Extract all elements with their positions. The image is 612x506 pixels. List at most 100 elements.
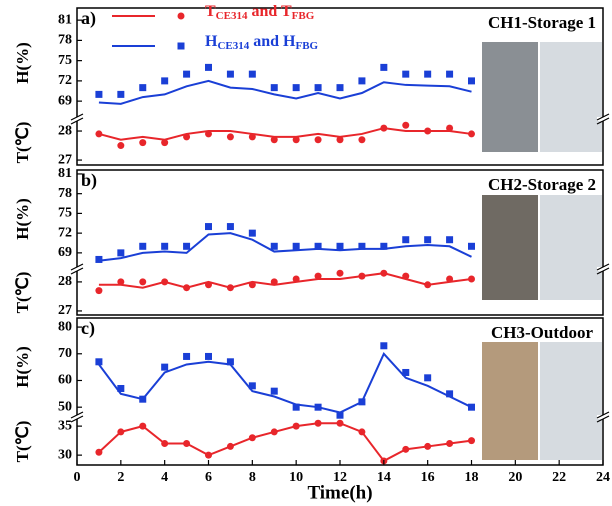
data-line xyxy=(99,423,472,461)
y-tick-label: 75 xyxy=(58,206,72,221)
y-tick-label: 69 xyxy=(58,93,72,108)
marker xyxy=(293,243,300,250)
marker xyxy=(424,71,431,78)
x-tick-label: 24 xyxy=(596,470,610,485)
marker xyxy=(337,412,344,419)
marker xyxy=(315,243,322,250)
marker xyxy=(95,358,102,365)
marker xyxy=(402,446,409,453)
marker xyxy=(358,77,365,84)
legend-text-part: H xyxy=(205,33,218,50)
marker xyxy=(117,249,124,256)
y-tick-label: 70 xyxy=(58,346,72,361)
y-tick-label: 28 xyxy=(58,123,72,138)
marker xyxy=(205,452,212,459)
marker xyxy=(139,84,146,91)
marker xyxy=(249,382,256,389)
x-tick-label: 14 xyxy=(377,470,391,485)
y-tick-label: 72 xyxy=(58,73,72,88)
marker xyxy=(139,423,146,430)
marker xyxy=(468,404,475,411)
y-axis-label: T(℃) xyxy=(13,122,32,164)
marker xyxy=(315,404,322,411)
marker xyxy=(293,136,300,143)
y-tick-label: 78 xyxy=(58,186,72,201)
marker xyxy=(402,122,409,129)
marker xyxy=(161,77,168,84)
marker xyxy=(424,374,431,381)
marker xyxy=(271,136,278,143)
marker xyxy=(468,77,475,84)
data-line xyxy=(99,128,472,140)
marker xyxy=(161,243,168,250)
marker xyxy=(161,278,168,285)
y-tick-label: 27 xyxy=(58,152,72,167)
marker xyxy=(161,440,168,447)
marker xyxy=(227,133,234,140)
station-title: CH1-Storage 1 xyxy=(488,13,596,32)
marker xyxy=(380,342,387,349)
marker xyxy=(424,128,431,135)
marker xyxy=(358,273,365,280)
legend-label: TCE314 and TFBG xyxy=(205,3,315,22)
marker xyxy=(446,276,453,283)
x-tick-label: 2 xyxy=(117,470,124,485)
marker xyxy=(271,243,278,250)
data-line xyxy=(99,273,472,288)
marker xyxy=(337,136,344,143)
marker xyxy=(358,243,365,250)
marker xyxy=(293,276,300,283)
marker xyxy=(380,270,387,277)
marker xyxy=(293,423,300,430)
marker xyxy=(380,125,387,132)
marker xyxy=(95,256,102,263)
legend-marker xyxy=(178,13,185,20)
x-axis-label: Time(h) xyxy=(307,482,372,503)
marker xyxy=(468,130,475,137)
marker xyxy=(161,139,168,146)
marker xyxy=(117,385,124,392)
marker xyxy=(249,71,256,78)
marker xyxy=(95,287,102,294)
y-tick-label: 60 xyxy=(58,373,72,388)
marker xyxy=(446,440,453,447)
marker xyxy=(402,273,409,280)
marker xyxy=(183,440,190,447)
marker xyxy=(446,390,453,397)
marker xyxy=(468,276,475,283)
marker xyxy=(424,236,431,243)
marker xyxy=(337,420,344,427)
marker xyxy=(117,91,124,98)
station-title: CH2-Storage 2 xyxy=(488,175,596,194)
legend-text-part: and T xyxy=(247,3,292,20)
y-tick-label: 35 xyxy=(58,418,72,433)
marker xyxy=(227,443,234,450)
marker xyxy=(315,136,322,143)
data-line xyxy=(99,81,472,104)
legend-text-part: FBG xyxy=(295,40,318,52)
y-tick-label: 78 xyxy=(58,33,72,48)
marker xyxy=(271,388,278,395)
marker xyxy=(402,369,409,376)
marker xyxy=(117,428,124,435)
marker xyxy=(139,243,146,250)
marker xyxy=(402,236,409,243)
marker xyxy=(183,284,190,291)
marker xyxy=(249,434,256,441)
legend-text-part: and H xyxy=(249,33,296,50)
marker xyxy=(315,84,322,91)
marker xyxy=(205,64,212,71)
y-axis-label: T(℃) xyxy=(13,272,32,314)
legend-text-part: CE314 xyxy=(217,40,249,52)
data-line xyxy=(99,233,472,261)
panel-label: b) xyxy=(81,170,97,191)
marker xyxy=(358,428,365,435)
marker xyxy=(337,243,344,250)
y-tick-label: 50 xyxy=(58,399,72,414)
marker xyxy=(95,91,102,98)
x-tick-label: 20 xyxy=(508,470,522,485)
marker xyxy=(139,396,146,403)
marker xyxy=(117,142,124,149)
x-tick-label: 16 xyxy=(421,470,435,485)
y-tick-label: 30 xyxy=(58,447,72,462)
